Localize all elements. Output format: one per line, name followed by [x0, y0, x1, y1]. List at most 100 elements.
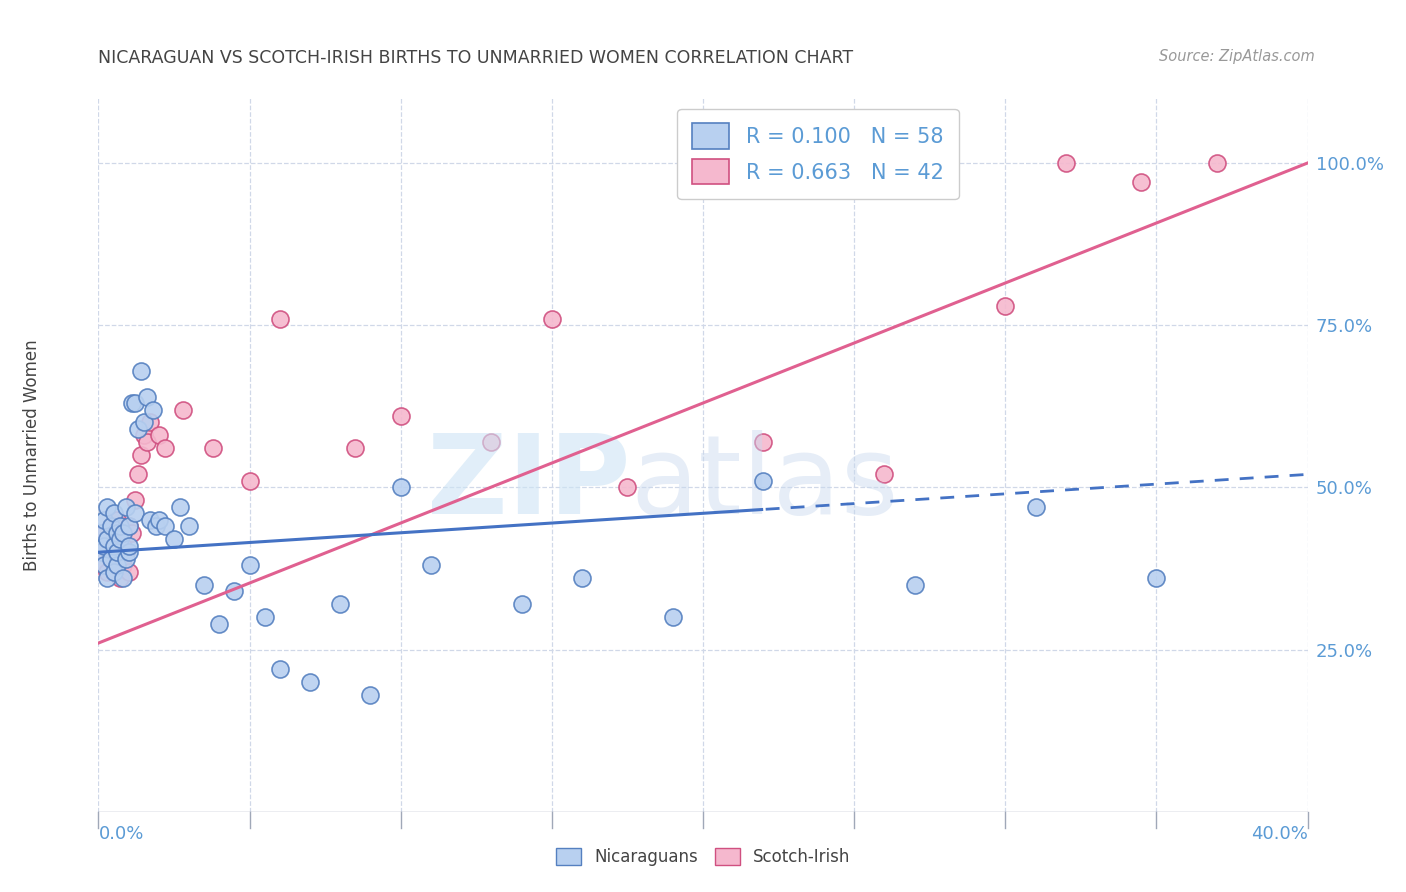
Point: [202, 442, 225, 456]
Point: [169, 500, 191, 514]
Point: [127, 422, 149, 436]
Text: ZIP: ZIP: [427, 430, 630, 537]
Point: [118, 565, 141, 579]
Point: [100, 519, 122, 533]
Point: [108, 533, 131, 547]
Point: [148, 428, 170, 442]
Point: [114, 545, 136, 559]
Point: [90, 525, 112, 540]
Point: [111, 539, 134, 553]
Point: [239, 558, 262, 573]
Point: [103, 533, 125, 547]
Point: [752, 434, 775, 449]
Point: [224, 584, 246, 599]
Point: [172, 402, 194, 417]
Point: [1024, 500, 1046, 514]
Point: [103, 565, 125, 579]
Point: [752, 474, 775, 488]
Point: [481, 434, 503, 449]
Point: [96, 500, 118, 514]
Point: [108, 519, 131, 533]
Point: [100, 551, 122, 566]
Point: [93, 539, 115, 553]
Point: [1144, 571, 1167, 585]
Point: [389, 409, 412, 423]
Point: [96, 565, 118, 579]
Point: [114, 551, 136, 566]
Point: [208, 616, 231, 631]
Point: [329, 597, 352, 611]
Point: [108, 519, 131, 533]
Point: [90, 545, 112, 559]
Point: [129, 363, 152, 377]
Point: [103, 539, 125, 553]
Point: [571, 571, 593, 585]
Legend: R = 0.100   N = 58, R = 0.663   N = 42: R = 0.100 N = 58, R = 0.663 N = 42: [678, 109, 959, 199]
Point: [118, 539, 141, 553]
Text: Source: ZipAtlas.com: Source: ZipAtlas.com: [1159, 49, 1315, 64]
Point: [139, 513, 162, 527]
Point: [132, 428, 155, 442]
Point: [93, 558, 115, 573]
Point: [153, 442, 176, 456]
Point: [239, 474, 262, 488]
Point: [127, 467, 149, 482]
Point: [129, 448, 152, 462]
Point: [114, 500, 136, 514]
Point: [139, 416, 162, 430]
Point: [420, 558, 443, 573]
Point: [253, 610, 276, 624]
Point: [111, 571, 134, 585]
Point: [873, 467, 896, 482]
Point: [153, 519, 176, 533]
Point: [269, 311, 291, 326]
Point: [96, 539, 118, 553]
Text: atlas: atlas: [630, 430, 898, 537]
Point: [142, 402, 165, 417]
Point: [132, 416, 155, 430]
Point: [616, 480, 638, 494]
Point: [148, 513, 170, 527]
Point: [360, 688, 382, 702]
Point: [135, 434, 157, 449]
Point: [662, 610, 685, 624]
Point: [96, 533, 118, 547]
Point: [1130, 176, 1153, 190]
Point: [105, 513, 128, 527]
Point: [118, 519, 141, 533]
Point: [103, 506, 125, 520]
Point: [193, 577, 215, 591]
Point: [179, 519, 201, 533]
Point: [105, 545, 128, 559]
Point: [93, 558, 115, 573]
Point: [269, 662, 291, 676]
Point: [96, 571, 118, 585]
Text: Births to Unmarried Women: Births to Unmarried Women: [22, 339, 41, 571]
Point: [118, 519, 141, 533]
Point: [124, 506, 146, 520]
Text: 0.0%: 0.0%: [98, 825, 143, 843]
Point: [1054, 156, 1077, 170]
Point: [105, 525, 128, 540]
Point: [118, 545, 141, 559]
Point: [90, 545, 112, 559]
Point: [124, 396, 146, 410]
Text: NICARAGUAN VS SCOTCH-IRISH BIRTHS TO UNMARRIED WOMEN CORRELATION CHART: NICARAGUAN VS SCOTCH-IRISH BIRTHS TO UNM…: [98, 49, 853, 67]
Point: [124, 493, 146, 508]
Point: [1206, 156, 1229, 170]
Point: [100, 551, 122, 566]
Point: [299, 675, 322, 690]
Point: [93, 525, 115, 540]
Point: [163, 533, 186, 547]
Legend: Nicaraguans, Scotch-Irish: Nicaraguans, Scotch-Irish: [547, 840, 859, 875]
Point: [145, 519, 167, 533]
Point: [389, 480, 412, 494]
Point: [105, 545, 128, 559]
Point: [540, 311, 562, 326]
Point: [108, 571, 131, 585]
Point: [93, 513, 115, 527]
Point: [994, 299, 1017, 313]
Point: [111, 558, 134, 573]
Point: [121, 396, 143, 410]
Point: [100, 519, 122, 533]
